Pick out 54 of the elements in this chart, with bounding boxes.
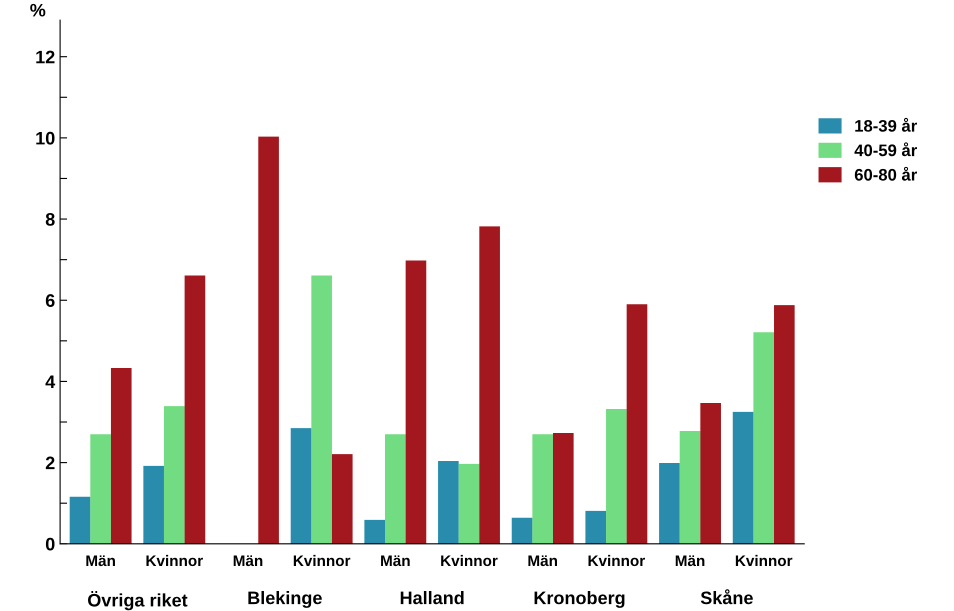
y-tick-label: 6 [46, 294, 55, 307]
x-tick-label: Kvinnor [441, 554, 498, 566]
bar [774, 305, 795, 544]
y-tick-label: 2 [46, 456, 55, 470]
bar [290, 428, 312, 544]
x-tick-label: Män [86, 555, 115, 566]
legend-label: 40-59 år [854, 142, 917, 156]
legend-label: 60-80 år [854, 166, 917, 181]
text: Övriga riket [88, 591, 188, 610]
legend-label: 18-39 år [855, 118, 917, 132]
text: Halland [400, 591, 464, 604]
y-tick-label: 10 [36, 132, 55, 145]
bar [164, 406, 185, 544]
bar [552, 432, 574, 544]
x-tick-label: Kvinnor [146, 554, 203, 566]
y-tick-label: 0 [46, 538, 54, 551]
bar [458, 464, 480, 544]
x-tick-label: Kvinnor [294, 554, 350, 566]
y-tick-label: 12 [36, 50, 55, 64]
text: Kronoberg [534, 591, 624, 608]
x-tick-label: Män [676, 555, 704, 566]
bar [532, 434, 553, 544]
bar [110, 368, 132, 544]
bar [143, 466, 164, 544]
bar [332, 454, 353, 544]
bar [90, 434, 111, 544]
bar [753, 332, 774, 544]
bar [732, 412, 754, 544]
y-tick-label: 8 [46, 212, 55, 226]
x-tick-label: Män [381, 555, 410, 566]
bar [258, 136, 279, 544]
bar [626, 304, 648, 544]
x-tick-label: Män [528, 555, 558, 566]
bar [659, 463, 680, 544]
bar [606, 409, 627, 544]
bar [385, 434, 406, 544]
x-tick-label: Kvinnor [588, 554, 645, 566]
y-axis-title: % [30, 4, 46, 17]
x-tick-label: Män [234, 555, 262, 566]
bar [479, 226, 500, 544]
bar [406, 260, 426, 544]
text: Blekinge [248, 591, 322, 608]
text: Skåne [700, 589, 753, 604]
bar [700, 402, 721, 544]
x-tick-label: Kvinnor [736, 554, 792, 566]
bar [512, 518, 532, 544]
bar [438, 460, 459, 544]
bar [680, 430, 700, 544]
y-tick-label: 4 [45, 376, 56, 388]
bar [364, 520, 386, 544]
bar [184, 275, 206, 544]
bar [70, 496, 90, 544]
bar [585, 510, 606, 544]
bar [311, 275, 332, 544]
